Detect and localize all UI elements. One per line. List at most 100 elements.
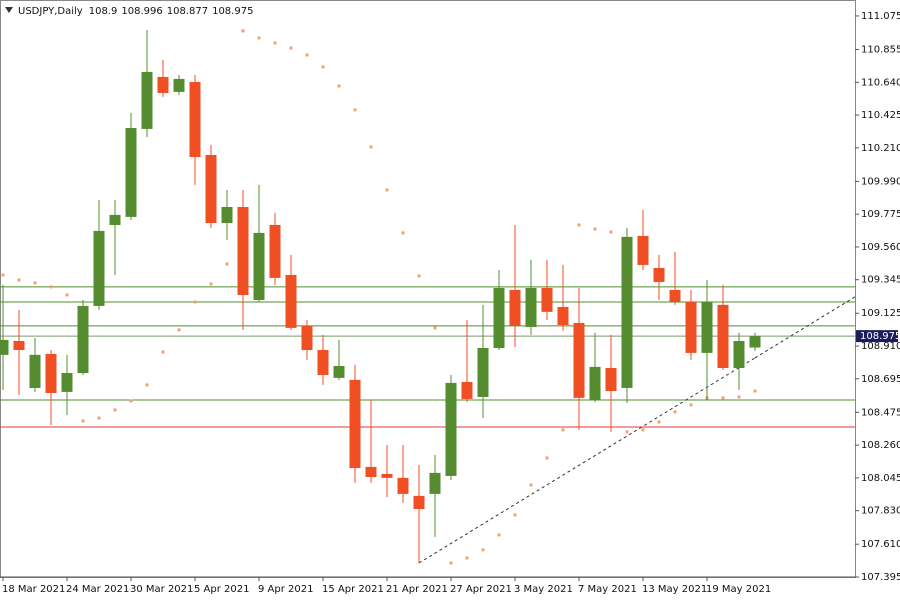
collapse-icon bbox=[5, 7, 13, 13]
x-tick-label: 7 May 2021 bbox=[578, 584, 637, 595]
candle-body bbox=[605, 367, 617, 392]
x-tick-label: 24 Mar 2021 bbox=[66, 584, 129, 595]
x-tick-label: 19 May 2021 bbox=[706, 584, 771, 595]
sar-dot bbox=[673, 410, 677, 414]
sar-dot bbox=[289, 46, 293, 50]
candle-body bbox=[29, 354, 41, 388]
candle-body bbox=[285, 274, 297, 328]
header-open: 108.9 bbox=[89, 6, 118, 17]
sar-dot bbox=[1, 273, 5, 277]
sar-dot bbox=[193, 300, 197, 304]
candle-body bbox=[509, 289, 521, 326]
candle-body bbox=[397, 477, 409, 494]
candle-body bbox=[477, 348, 489, 397]
y-tick-label: 110.640 bbox=[861, 77, 900, 88]
sar-dot bbox=[161, 350, 165, 354]
candle-body bbox=[125, 128, 137, 217]
sar-dot bbox=[577, 223, 581, 227]
candle-body bbox=[637, 235, 649, 265]
sar-dot bbox=[497, 533, 501, 537]
x-tick-label: 9 Apr 2021 bbox=[258, 584, 313, 595]
sar-dot bbox=[97, 416, 101, 420]
sar-dot bbox=[465, 556, 469, 560]
x-tick-label: 21 Apr 2021 bbox=[386, 584, 448, 595]
sar-dot bbox=[721, 396, 725, 400]
candle-body bbox=[429, 472, 441, 494]
sar-dot bbox=[689, 403, 693, 407]
candle-body bbox=[253, 232, 265, 300]
sar-dot bbox=[305, 53, 309, 57]
candle-body bbox=[109, 214, 121, 225]
y-tick-label: 108.260 bbox=[861, 440, 900, 451]
sar-dot bbox=[657, 420, 661, 424]
candle-body bbox=[445, 382, 457, 476]
x-tick-label: 3 May 2021 bbox=[514, 584, 573, 595]
sar-dot bbox=[529, 483, 533, 487]
sar-dot bbox=[145, 383, 149, 387]
y-tick-label: 111.075 bbox=[861, 11, 900, 22]
candle-body bbox=[701, 301, 713, 353]
candle-body bbox=[141, 71, 153, 129]
candle-body bbox=[301, 325, 313, 350]
sar-dot bbox=[257, 36, 261, 40]
candle-body bbox=[221, 206, 233, 223]
sar-dot bbox=[337, 84, 341, 88]
plot-frame bbox=[0, 0, 856, 578]
sar-dot bbox=[753, 389, 757, 393]
sar-dot bbox=[369, 145, 373, 149]
y-tick-label: 109.990 bbox=[861, 176, 900, 187]
current-price-label: 108.975 bbox=[860, 331, 900, 342]
candle-body bbox=[461, 382, 473, 399]
y-tick-label: 107.830 bbox=[861, 506, 900, 517]
sar-dot bbox=[385, 188, 389, 192]
y-tick-label: 108.910 bbox=[861, 341, 900, 352]
sar-dot bbox=[561, 428, 565, 432]
candle-body bbox=[573, 323, 585, 398]
chart-header: USDJPY,Daily 108.9 108.996 108.877 108.975 bbox=[18, 6, 253, 17]
sar-dot bbox=[33, 281, 37, 285]
y-tick-label: 108.475 bbox=[861, 407, 900, 418]
sar-dot bbox=[81, 419, 85, 423]
candle-body bbox=[557, 306, 569, 325]
y-tick-label: 109.345 bbox=[861, 275, 900, 286]
sar-dot bbox=[209, 282, 213, 286]
sar-dot bbox=[273, 41, 277, 45]
candle-body bbox=[0, 339, 9, 355]
y-tick-label: 109.560 bbox=[861, 242, 900, 253]
sar-dot bbox=[17, 278, 21, 282]
candle-body bbox=[733, 340, 745, 368]
sar-dot bbox=[321, 65, 325, 69]
candle-body bbox=[589, 366, 601, 400]
candle-body bbox=[717, 304, 729, 368]
candle-body bbox=[269, 224, 281, 278]
candle-body bbox=[45, 353, 57, 393]
sar-dot bbox=[65, 293, 69, 297]
candle-body bbox=[525, 287, 537, 327]
sar-dot bbox=[641, 428, 645, 432]
sar-dot bbox=[593, 227, 597, 231]
sar-dot bbox=[401, 231, 405, 235]
candle-body bbox=[621, 236, 633, 388]
y-tick-label: 110.855 bbox=[861, 44, 900, 55]
sar-dot bbox=[449, 561, 453, 565]
x-tick-label: 30 Mar 2021 bbox=[130, 584, 193, 595]
header-close: 108.975 bbox=[212, 6, 253, 17]
y-tick-label: 110.425 bbox=[861, 110, 900, 121]
candle-body bbox=[749, 336, 761, 348]
sar-dot bbox=[545, 456, 549, 460]
x-tick-label: 15 Apr 2021 bbox=[322, 584, 384, 595]
sar-dot bbox=[225, 262, 229, 266]
sar-dot bbox=[513, 513, 517, 517]
candle-body bbox=[541, 287, 553, 312]
candle-body bbox=[317, 349, 329, 375]
y-tick-label: 110.210 bbox=[861, 143, 900, 154]
candle-body bbox=[493, 287, 505, 349]
sar-dot bbox=[481, 548, 485, 552]
candle-body bbox=[333, 365, 345, 378]
sar-dot bbox=[129, 399, 133, 403]
candle-body bbox=[413, 495, 425, 510]
sar-dot bbox=[241, 29, 245, 33]
x-tick-label: 5 Apr 2021 bbox=[194, 584, 249, 595]
